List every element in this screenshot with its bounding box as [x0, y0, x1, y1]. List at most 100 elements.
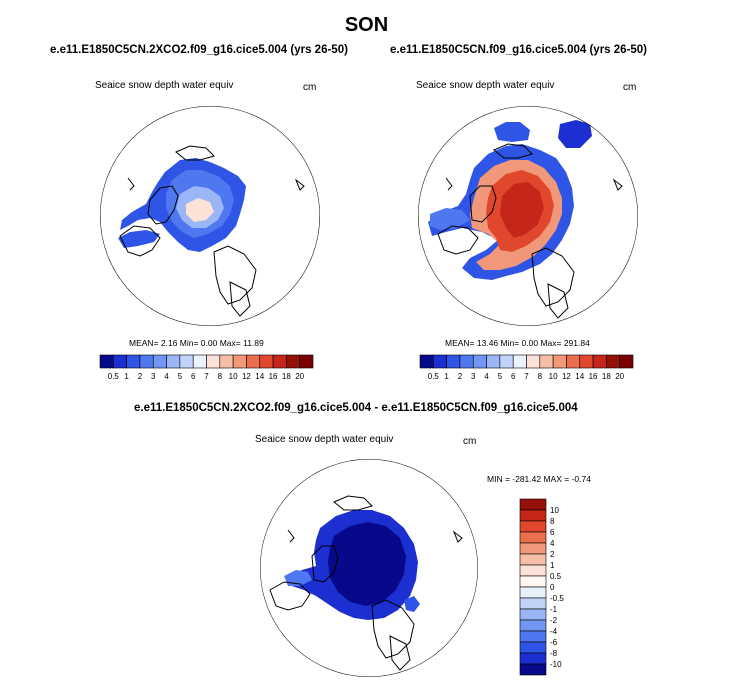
right-colorbar-box — [526, 354, 541, 369]
right-coast-canada — [437, 225, 479, 255]
right-colorbar-tick: 20 — [615, 372, 624, 381]
left-colorbar-tick: 0.5 — [108, 372, 120, 381]
left-colorbar-box — [219, 354, 234, 369]
right-case-title: e.e11.E1850C5CN.f09_g16.cice5.004 (yrs 2… — [390, 44, 648, 56]
right-colorbar-tick: 6 — [511, 372, 516, 381]
diff-colorbar-tick: 10 — [550, 506, 559, 515]
left-colorbar-box — [299, 354, 314, 369]
diff-case-title: e.e11.E1850C5CN.2XCO2.f09_g16.cice5.004 … — [134, 402, 578, 414]
right-colorbar-box — [472, 354, 487, 369]
left-colorbar-box — [232, 354, 247, 369]
diff-colorbar-tick: -10 — [550, 660, 562, 669]
right-colorbar: 0.5 1 2 3 4 5 6 7 8 10 12 14 16 18 20 — [419, 354, 634, 381]
left-colorbar-box — [206, 354, 221, 369]
diff-map — [260, 459, 478, 677]
right-map — [418, 106, 638, 326]
diff-colorbar-box — [519, 630, 547, 643]
diff-coast-canada — [269, 581, 311, 611]
diff-colorbar-tick: 2 — [550, 550, 555, 559]
right-coast-siberia — [531, 247, 575, 307]
page-title: SON — [344, 14, 389, 36]
left-ice-west-arm — [118, 230, 160, 248]
diff-colorbar-tick: -8 — [550, 649, 558, 658]
diff-colorbar-box — [519, 663, 547, 676]
left-colorbar-box — [192, 354, 207, 369]
diff-coast-far-west — [287, 529, 295, 543]
right-colorbar-tick: 0.5 — [428, 372, 440, 381]
diff-colorbar-tick: -1 — [550, 605, 558, 614]
diff-colorbar-tick: 4 — [550, 539, 555, 548]
diff-colorbar-tick: 8 — [550, 517, 555, 526]
left-ice-field-core — [186, 198, 214, 222]
left-colorbar-box — [99, 354, 114, 369]
diff-colorbar-box — [519, 564, 547, 577]
right-coast-greenland — [469, 185, 497, 223]
left-colorbar-box — [152, 354, 167, 369]
right-coast-far-west — [445, 177, 453, 191]
left-colorbar-box — [113, 354, 127, 369]
diff-colorbar-box — [519, 531, 547, 544]
right-colorbar-tick: 14 — [575, 372, 584, 381]
diff-units-label: cm — [463, 436, 477, 447]
diff-colorbar-tick: -0.5 — [550, 594, 564, 603]
left-colorbar-tick: 14 — [255, 372, 264, 381]
diff-coast-greenland — [311, 545, 339, 583]
right-colorbar-box — [512, 354, 527, 369]
diff-ice-west-arm — [284, 570, 312, 586]
left-colorbar-tick: 7 — [204, 372, 209, 381]
left-colorbar-box — [272, 354, 287, 369]
diff-colorbar-box — [519, 498, 547, 511]
left-units-label: cm — [303, 82, 317, 93]
diff-colorbar-box — [519, 619, 547, 632]
right-colorbar-box — [606, 354, 620, 369]
right-colorbar-tick: 10 — [549, 372, 558, 381]
right-colorbar-tick: 18 — [602, 372, 611, 381]
left-coast-east — [294, 178, 305, 191]
right-colorbar-box — [579, 354, 594, 369]
diff-coast-alaska — [333, 495, 373, 511]
right-stats: MEAN= 13.46 Min= 0.00 Max= 291.84 — [445, 338, 590, 348]
diff-colorbar-tick: -6 — [550, 638, 558, 647]
diff-colorbar-box — [519, 509, 547, 522]
diff-colorbar-box — [519, 608, 547, 621]
right-colorbar-box — [566, 354, 581, 369]
diff-colorbar-tick: 0 — [550, 583, 555, 592]
right-colorbar-box — [592, 354, 607, 369]
left-colorbar-tick: 10 — [229, 372, 238, 381]
diff-colorbar-box — [519, 542, 547, 555]
right-colorbar-box — [539, 354, 554, 369]
left-map — [100, 106, 320, 326]
right-variable-label: Seaice snow depth water equiv — [416, 80, 555, 91]
right-colorbar-tick: 7 — [524, 372, 529, 381]
diff-colorbar-tick: -4 — [550, 627, 558, 636]
diff-colorbar-box — [519, 586, 547, 599]
diff-colorbar-box — [519, 652, 547, 665]
left-colorbar-tick: 5 — [178, 372, 183, 381]
right-ice-northeast — [558, 120, 592, 148]
left-colorbar-tick: 4 — [164, 372, 169, 381]
right-colorbar-tick: 16 — [589, 372, 598, 381]
left-colorbar-tick: 18 — [282, 372, 291, 381]
right-ice-west-arm — [430, 208, 470, 230]
left-colorbar-box — [126, 354, 141, 369]
left-variable-label: Seaice snow depth water equiv — [95, 80, 234, 91]
diff-colorbar-tick: 6 — [550, 528, 555, 537]
right-ice-field-core — [500, 182, 544, 238]
right-colorbar-box — [552, 354, 567, 369]
left-stats: MEAN= 2.16 Min= 0.00 Max= 11.89 — [129, 338, 264, 348]
left-colorbar-tick: 2 — [138, 372, 143, 381]
diff-ice-southeast — [404, 596, 420, 612]
diff-colorbar-tick: -2 — [550, 616, 558, 625]
right-colorbar-tick: 12 — [562, 372, 571, 381]
left-case-title: e.e11.E1850C5CN.2XCO2.f09_g16.cice5.004 … — [50, 44, 348, 56]
right-colorbar-tick: 3 — [471, 372, 476, 381]
diff-variable-label: Seaice snow depth water equiv — [255, 434, 394, 445]
diff-ice-core — [328, 522, 406, 606]
diff-colorbar-box — [519, 553, 547, 566]
right-coast-alaska — [493, 143, 533, 159]
left-colorbar-box — [166, 354, 181, 369]
diff-colorbar: 10 8 6 4 2 1 0.5 0 -0.5 -1 -2 -4 -6 -8 -10 — [519, 498, 564, 676]
right-ice-north-arm — [494, 122, 530, 142]
right-colorbar-tick: 4 — [484, 372, 489, 381]
